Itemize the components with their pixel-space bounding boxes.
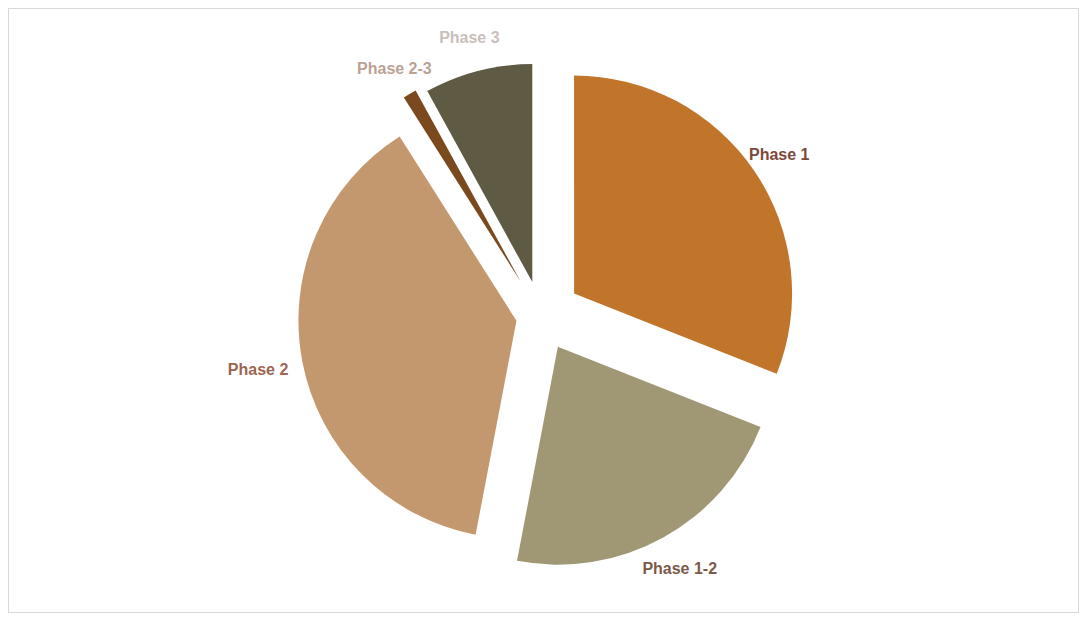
svg-text:Phase 1: Phase 1 (749, 146, 810, 163)
svg-text:Phase 3: Phase 3 (439, 29, 500, 46)
svg-text:Phase 2-3: Phase 2-3 (357, 60, 432, 77)
svg-text:Phase 2: Phase 2 (228, 361, 289, 378)
svg-text:Phase 1-2: Phase 1-2 (642, 560, 717, 577)
